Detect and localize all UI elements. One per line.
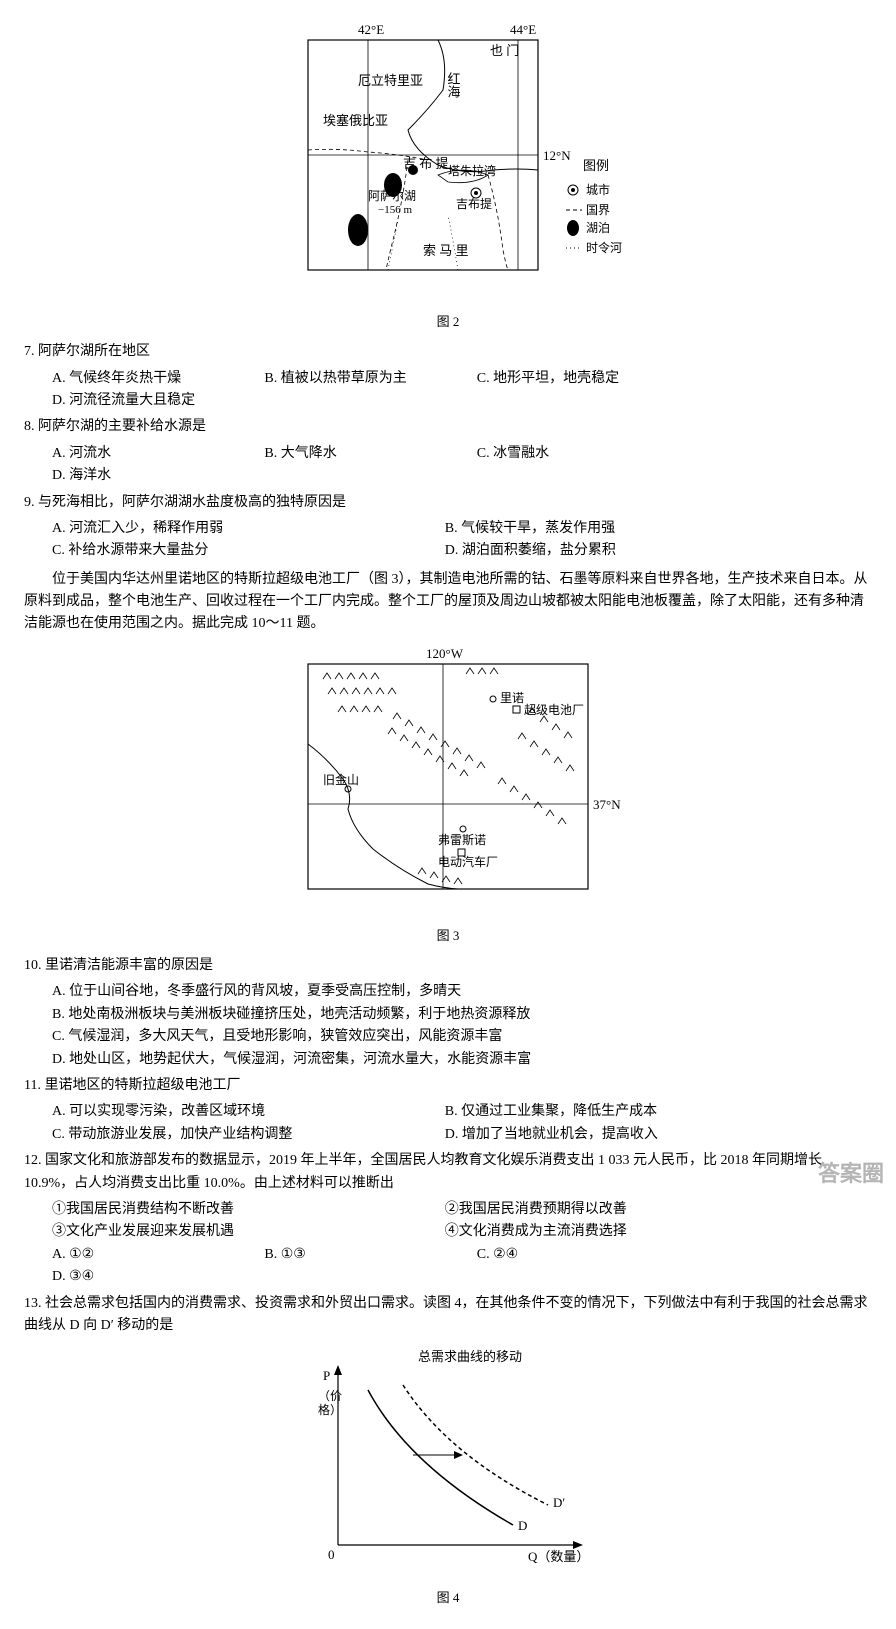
q9-D: D. 湖泊面积萎缩，盐分累积 — [445, 540, 806, 562]
fig3-caption: 图 3 — [24, 926, 872, 947]
q12-C: C. ②④ — [477, 1244, 657, 1266]
fig4-origin: 0 — [328, 1547, 335, 1562]
fig3-lat: 37°N — [593, 797, 621, 812]
fig2-djibouti-country: 吉 布 提 — [403, 156, 449, 171]
q13-stem: 13. 社会总需求包括国内的消费需求、投资需求和外贸出口需求。读图 4，在其他条… — [24, 1293, 872, 1338]
q7-stem: 7. 阿萨尔湖所在地区 — [24, 341, 872, 363]
figure-4: 总需求曲线的移动 P （价格） 0 Q（数量） D D′ 图 4 — [24, 1345, 872, 1608]
fig3-svg: 120°W 37°N 里诺 超级电池厂 旧金山 弗雷斯诺 电动汽车厂 — [268, 644, 628, 914]
q9-C: C. 补给水源带来大量盐分 — [52, 540, 413, 562]
fig2-border-3 — [488, 175, 508, 270]
q12-statements: ①我国居民消费结构不断改善 ②我国居民消费预期得以改善 ③文化产业发展迎来发展机… — [24, 1199, 872, 1244]
q9-stem: 9. 与死海相比，阿萨尔湖湖水盐度极高的独特原因是 — [24, 492, 872, 514]
fig2-lon-left: 42°E — [358, 22, 384, 37]
fig2-caption: 图 2 — [24, 312, 872, 333]
q12-B: B. ①③ — [264, 1244, 444, 1266]
q11-D: D. 增加了当地就业机会，提高收入 — [445, 1124, 806, 1146]
q10-options: A. 位于山间谷地，冬季盛行风的背风坡，夏季受高压控制，多晴天 B. 地处南极洲… — [24, 981, 872, 1071]
q7-C: C. 地形平坦，地壳稳定 — [477, 368, 657, 390]
fig2-ethiopia: 埃塞俄比亚 — [323, 113, 388, 128]
q11-C: C. 带动旅游业发展，加快产业结构调整 — [52, 1124, 413, 1146]
q7-D: D. 河流径流量大且稳定 — [52, 390, 232, 412]
fig3-coast — [308, 744, 458, 889]
fig2-elev: −156 m — [378, 204, 412, 216]
q7-B: B. 植被以热带草原为主 — [264, 368, 444, 390]
q7-A: A. 气候终年炎热干燥 — [52, 368, 232, 390]
fig4-caption: 图 4 — [24, 1588, 872, 1609]
q12-options: A. ①② B. ①③ C. ②④ D. ③④ — [24, 1244, 872, 1289]
q9-options: A. 河流汇入少，稀释作用弱 B. 气候较干旱，蒸发作用强 C. 补给水源带来大… — [24, 518, 872, 563]
q12-stem: 12. 国家文化和旅游部发布的数据显示，2019 年上半年，全国居民人均教育文化… — [24, 1150, 872, 1195]
q12-A: A. ①② — [52, 1244, 232, 1266]
fig2-legend-lake: 湖泊 — [586, 220, 610, 235]
q12-s1: ①我国居民消费结构不断改善 — [52, 1199, 413, 1221]
q11-B: B. 仅通过工业集聚，降低生产成本 — [445, 1101, 806, 1123]
fig4-d-label: D — [518, 1518, 527, 1533]
fig2-river-1 — [388, 220, 398, 270]
fig2-somalia: 索 马 里 — [423, 243, 469, 258]
fig2-lat: 12°N — [543, 148, 571, 163]
q8-B: B. 大气降水 — [264, 443, 444, 465]
fig4-title: 总需求曲线的移动 — [418, 1349, 522, 1364]
fig4-ylabel: （价格） — [318, 1389, 342, 1417]
fig3-evplant: 电动汽车厂 — [438, 854, 498, 869]
figure-3: 120°W 37°N 里诺 超级电池厂 旧金山 弗雷斯诺 电动汽车厂 — [24, 644, 872, 947]
fig3-sf: 旧金山 — [323, 772, 359, 787]
q8-A: A. 河流水 — [52, 443, 232, 465]
fig3-lon: 120°W — [426, 646, 464, 661]
fig2-lake2 — [348, 214, 368, 246]
q11-options: A. 可以实现零污染，改善区域环境 B. 仅通过工业集聚，降低生产成本 C. 带… — [24, 1101, 872, 1146]
fig4-dp-label: D′ — [553, 1495, 565, 1510]
passage-10-11: 位于美国内华达州里诺地区的特斯拉超级电池工厂（图 3），其制造电池所需的钴、石墨… — [24, 569, 872, 636]
q10-D: D. 地处山区，地势起伏大，气候湿润，河流密集，河流水量大，水能资源丰富 — [52, 1049, 872, 1071]
fig4-p: P — [323, 1368, 330, 1383]
figure-2: 42°E 44°E 12°N 也 门 红海 厄立特里亚 埃塞俄比亚 吉 布 提 … — [24, 20, 872, 333]
fig2-lon-right: 44°E — [510, 22, 536, 37]
fig2-coastline — [408, 40, 538, 172]
fig2-yemen: 也 门 — [490, 43, 519, 58]
fig2-legend-city: 城市 — [586, 182, 610, 197]
q8-D: D. 海洋水 — [52, 465, 232, 487]
q12-D: D. ③④ — [52, 1266, 232, 1288]
fig3-fresno: 弗雷斯诺 — [438, 833, 486, 847]
fig2-redsea: 红海 — [446, 71, 461, 98]
q10-stem: 10. 里诺清洁能源丰富的原因是 — [24, 955, 872, 977]
q8-C: C. 冰雪融水 — [477, 443, 657, 465]
q7-options: A. 气候终年炎热干燥 B. 植被以热带草原为主 C. 地形平坦，地壳稳定 D.… — [24, 368, 872, 413]
q8-stem: 8. 阿萨尔湖的主要补给水源是 — [24, 416, 872, 438]
fig2-legend-seasonal: 时令河 — [586, 240, 622, 255]
q10-A: A. 位于山间谷地，冬季盛行风的背风坡，夏季受高压控制，多晴天 — [52, 981, 872, 1003]
fig2-djibouti-city: 吉布提 — [456, 196, 492, 211]
q11-stem: 11. 里诺地区的特斯拉超级电池工厂 — [24, 1075, 872, 1097]
q8-options: A. 河流水 B. 大气降水 C. 冰雪融水 D. 海洋水 — [24, 443, 872, 488]
q10-B: B. 地处南极洲板块与美洲板块碰撞挤压处，地壳活动频繁，利于地热资源释放 — [52, 1004, 872, 1026]
fig2-eritrea: 厄立特里亚 — [358, 73, 423, 88]
q12-s4: ④文化消费成为主流消费选择 — [445, 1221, 806, 1243]
fig4-xlabel: Q（数量） — [528, 1549, 589, 1564]
fig4-svg: 总需求曲线的移动 P （价格） 0 Q（数量） D D′ — [288, 1345, 608, 1575]
fig4-curve-dp — [403, 1385, 548, 1505]
q9-A: A. 河流汇入少，稀释作用弱 — [52, 518, 413, 540]
q10-C: C. 气候湿润，多大风天气，且受地形影响，狭管效应突出，风能资源丰富 — [52, 1026, 872, 1048]
q9-B: B. 气候较干旱，蒸发作用强 — [445, 518, 806, 540]
fig2-legend-border: 国界 — [586, 203, 610, 217]
q12-s2: ②我国居民消费预期得以改善 — [445, 1199, 806, 1221]
q12-s3: ③文化产业发展迎来发展机遇 — [52, 1221, 413, 1243]
fig3-gigafactory: 超级电池厂 — [524, 702, 584, 717]
fig2-svg: 42°E 44°E 12°N 也 门 红海 厄立特里亚 埃塞俄比亚 吉 布 提 … — [238, 20, 658, 300]
fig2-tajura: 塔朱拉湾 — [448, 163, 496, 178]
fig3-mountains — [323, 668, 574, 884]
fig4-curve-d — [368, 1390, 513, 1525]
fig2-assal: 阿萨尔湖 — [368, 188, 416, 203]
fig2-legend-title: 图例 — [583, 158, 609, 173]
fig3-reno: 里诺 — [500, 691, 524, 705]
q11-A: A. 可以实现零污染，改善区域环境 — [52, 1101, 413, 1123]
